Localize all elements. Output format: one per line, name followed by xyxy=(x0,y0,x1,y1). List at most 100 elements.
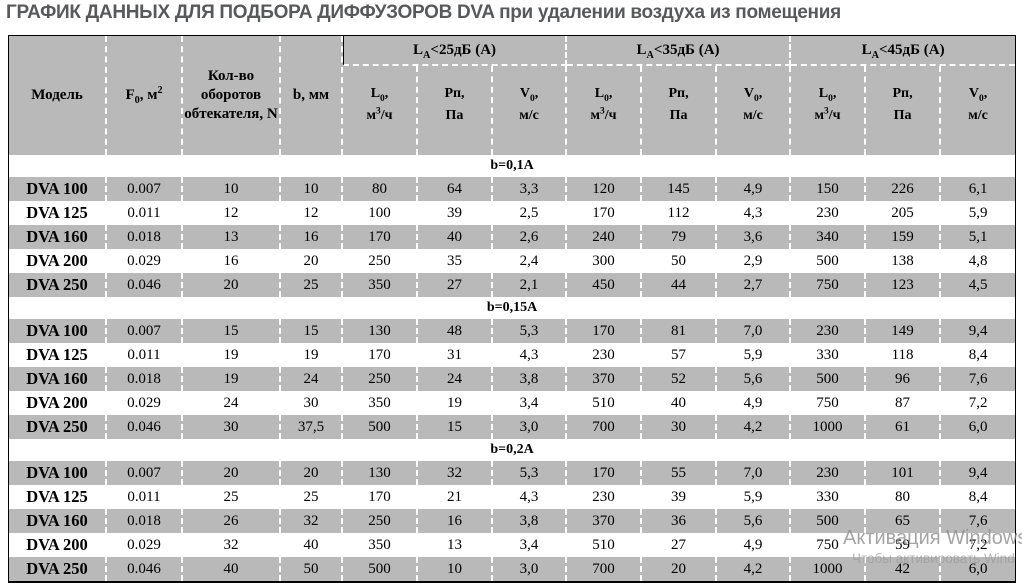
value-cell: 4,9 xyxy=(717,533,792,557)
value-cell: 20 xyxy=(642,557,718,581)
value-cell: 0.018 xyxy=(107,225,183,249)
value-cell: 3,3 xyxy=(493,177,568,201)
value-cell: 40 xyxy=(281,533,343,557)
value-cell: 230 xyxy=(567,343,643,367)
model-cell: DVA 250 xyxy=(9,273,107,297)
model-cell: DVA 100 xyxy=(9,461,107,485)
value-cell: 0.018 xyxy=(107,509,183,533)
value-cell: 510 xyxy=(567,391,643,415)
model-cell: DVA 160 xyxy=(9,225,107,249)
value-cell: 230 xyxy=(567,485,643,509)
value-cell: 39 xyxy=(642,485,718,509)
value-cell: 6,0 xyxy=(941,415,1016,439)
value-cell: 7,0 xyxy=(717,461,792,485)
table-row: DVA 100 0.007 20 20 130 32 5,3 170 55 7,0 230 101 9,… xyxy=(9,461,1016,485)
table-row: DVA 125 0.011 25 25 170 21 4,3 230 39 5,9 330 80 8,4 xyxy=(9,485,1016,509)
value-cell: 0.007 xyxy=(107,177,183,201)
value-cell: 2,4 xyxy=(493,249,568,273)
value-cell: 64 xyxy=(418,177,493,201)
value-cell: 32 xyxy=(281,509,343,533)
value-cell: 55 xyxy=(642,461,718,485)
windows-activation-watermark: Активация Windows xyxy=(843,527,1022,549)
value-cell: 3,4 xyxy=(493,391,568,415)
value-cell: 500 xyxy=(343,415,418,439)
page-title: ГРАФИК ДАННЫХ ДЛЯ ПОДБОРА ДИФФУЗОРОВ DVA… xyxy=(6,2,841,23)
value-cell: 30 xyxy=(183,415,281,439)
model-cell: DVA 125 xyxy=(9,343,107,367)
column-header-model: Модель xyxy=(9,36,107,155)
value-cell: 24 xyxy=(418,367,493,391)
value-cell: 5,9 xyxy=(941,201,1016,225)
model-cell: DVA 200 xyxy=(9,249,107,273)
group-header-25db: LA<25дБ (А) xyxy=(343,36,568,66)
value-cell: 240 xyxy=(567,225,643,249)
value-cell: 4,2 xyxy=(717,557,792,581)
value-cell: 510 xyxy=(567,533,643,557)
value-cell: 0.007 xyxy=(107,319,183,343)
value-cell: 3,0 xyxy=(493,415,568,439)
diffuser-data-table: Модель F0, м2 Кол-во оборотов обтекателя… xyxy=(8,35,1017,583)
value-cell: 40 xyxy=(642,391,718,415)
value-cell: 370 xyxy=(567,367,643,391)
value-cell: 80 xyxy=(343,177,418,201)
value-cell: 130 xyxy=(343,319,418,343)
value-cell: 35 xyxy=(418,249,493,273)
value-cell: 3,8 xyxy=(493,367,568,391)
value-cell: 4,9 xyxy=(717,391,792,415)
value-cell: 700 xyxy=(567,557,643,581)
sub-header-v0-25db: V0, м/с xyxy=(493,66,568,155)
value-cell: 230 xyxy=(791,319,867,343)
table-row: DVA 250 0.046 20 25 350 27 2,1 450 44 2,7 750 123 4,… xyxy=(9,273,1016,297)
value-cell: 4,3 xyxy=(493,343,568,367)
windows-activation-watermark-subtext: Чтобы активировать Wind xyxy=(852,551,1015,566)
value-cell: 25 xyxy=(281,273,343,297)
value-cell: 4,3 xyxy=(717,201,792,225)
sub-header-l0-25db: L0, м3/ч xyxy=(343,66,418,155)
value-cell: 250 xyxy=(343,509,418,533)
sub-header-l0-35db: L0, м3/ч xyxy=(567,66,643,155)
section-band-label: b=0,2А xyxy=(9,439,1016,461)
sub-header-pn-45db: Рп, Па xyxy=(866,66,942,155)
value-cell: 500 xyxy=(791,367,867,391)
value-cell: 81 xyxy=(642,319,718,343)
value-cell: 0.046 xyxy=(107,557,183,581)
table-row: DVA 160 0.018 26 32 250 16 3,8 370 36 5,6 500 65 7,6 xyxy=(9,509,1016,533)
value-cell: 5,9 xyxy=(717,485,792,509)
value-cell: 16 xyxy=(183,249,281,273)
value-cell: 350 xyxy=(343,533,418,557)
value-cell: 250 xyxy=(343,367,418,391)
value-cell: 15 xyxy=(183,319,281,343)
value-cell: 750 xyxy=(791,391,867,415)
value-cell: 370 xyxy=(567,509,643,533)
value-cell: 159 xyxy=(866,225,942,249)
value-cell: 3,0 xyxy=(493,557,568,581)
value-cell: 4,3 xyxy=(493,485,568,509)
value-cell: 0.029 xyxy=(107,249,183,273)
column-header-b: b, мм xyxy=(281,36,343,155)
value-cell: 450 xyxy=(567,273,643,297)
value-cell: 19 xyxy=(281,343,343,367)
value-cell: 13 xyxy=(418,533,493,557)
value-cell: 340 xyxy=(791,225,867,249)
value-cell: 10 xyxy=(281,177,343,201)
value-cell: 12 xyxy=(281,201,343,225)
value-cell: 4,5 xyxy=(941,273,1016,297)
value-cell: 19 xyxy=(183,343,281,367)
value-cell: 19 xyxy=(418,391,493,415)
value-cell: 52 xyxy=(642,367,718,391)
table-row: DVA 200 0.029 24 30 350 19 3,4 510 40 4,9 750 87 7,2 xyxy=(9,391,1016,415)
table-row: DVA 125 0.011 19 19 170 31 4,3 230 57 5,9 330 118 8,… xyxy=(9,343,1016,367)
value-cell: 9,4 xyxy=(941,319,1016,343)
value-cell: 7,6 xyxy=(941,367,1016,391)
value-cell: 26 xyxy=(183,509,281,533)
table-row: DVA 100 0.007 10 10 80 64 3,3 120 145 4,9 150 226 6,… xyxy=(9,177,1016,201)
model-cell: DVA 100 xyxy=(9,319,107,343)
section-band-row: b=0,15А xyxy=(9,297,1016,319)
value-cell: 4,9 xyxy=(717,177,792,201)
value-cell: 3,4 xyxy=(493,533,568,557)
value-cell: 31 xyxy=(418,343,493,367)
table-row: DVA 250 0.046 30 37,5 500 15 3,0 700 30 4,2 1000 61… xyxy=(9,415,1016,439)
value-cell: 20 xyxy=(183,461,281,485)
value-cell: 0.011 xyxy=(107,343,183,367)
value-cell: 0.029 xyxy=(107,533,183,557)
